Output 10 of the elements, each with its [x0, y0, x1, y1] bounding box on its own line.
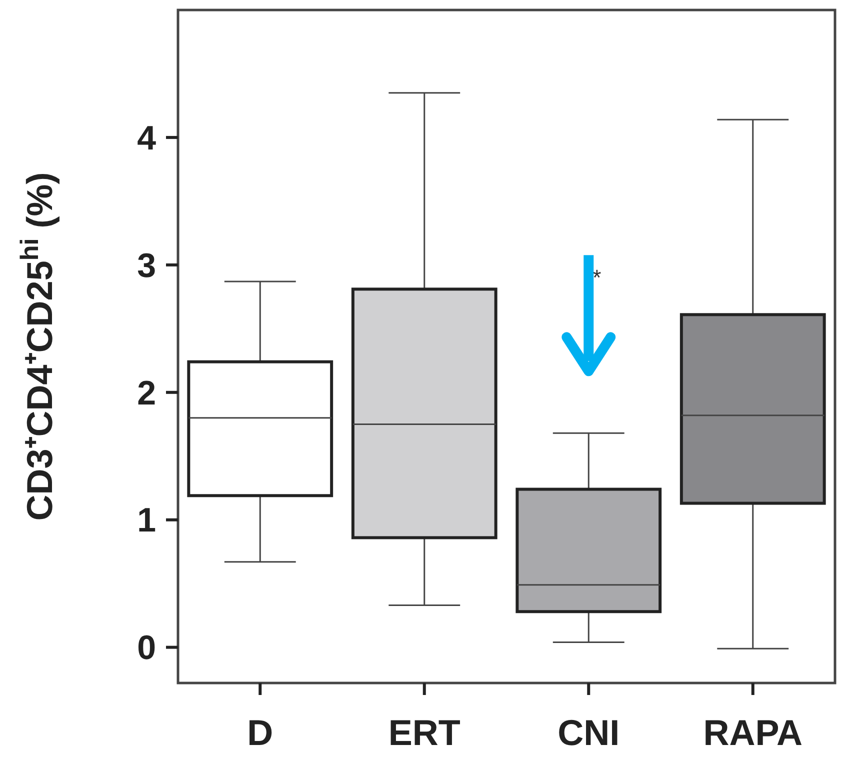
annotation: *: [592, 265, 602, 290]
x-tick-label: D: [247, 712, 274, 753]
y-tick-label: 2: [137, 374, 156, 412]
x-tick-label: RAPA: [703, 712, 803, 753]
y-tick-label: 0: [137, 629, 156, 668]
x-tick-label: ERT: [388, 712, 460, 753]
y-tick-label: 3: [137, 246, 156, 285]
y-tick-label: 4: [137, 119, 156, 158]
y-tick-label: 1: [137, 502, 156, 540]
x-tick-label: CNI: [558, 712, 620, 753]
